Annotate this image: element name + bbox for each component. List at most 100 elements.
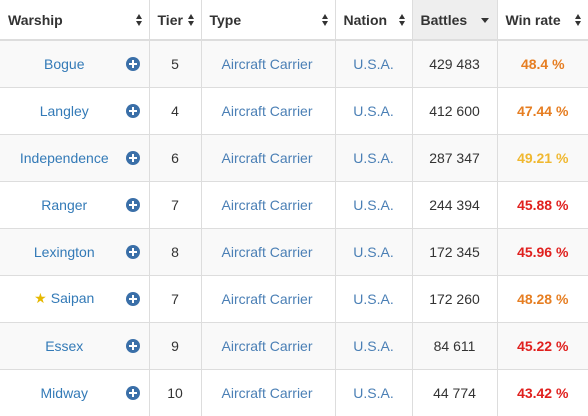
type-cell: Aircraft Carrier — [201, 86, 336, 134]
nation-link[interactable]: U.S.A. — [353, 55, 394, 72]
type-link[interactable]: Aircraft Carrier — [221, 243, 313, 260]
type-cell: Aircraft Carrier — [201, 274, 336, 322]
winrate-cell: 48.4 % — [497, 39, 588, 87]
column-header-winrate[interactable]: Win rate — [497, 0, 588, 41]
nation-cell: U.S.A. — [335, 368, 413, 416]
nation-cell: U.S.A. — [335, 39, 413, 87]
winrate-cell: 45.96 % — [497, 227, 588, 275]
sort-both-icon[interactable] — [135, 14, 143, 26]
tier-cell: 6 — [149, 133, 202, 181]
winrate-cell: 47.44 % — [497, 86, 588, 134]
expand-plus-icon[interactable] — [125, 197, 140, 212]
type-cell: Aircraft Carrier — [201, 133, 336, 181]
column-header-nation[interactable]: Nation — [335, 0, 413, 41]
battles-cell: 429 483 — [412, 39, 498, 87]
tier-cell: 5 — [149, 39, 202, 87]
tier-cell: 7 — [149, 180, 202, 228]
sort-descending-icon[interactable] — [480, 18, 489, 23]
expand-plus-icon[interactable] — [125, 291, 140, 306]
nation-link[interactable]: U.S.A. — [353, 290, 394, 307]
header-label: Battles — [420, 11, 468, 28]
column-header-tier[interactable]: Tier — [149, 0, 202, 41]
warship-cell: Lexington — [0, 227, 150, 275]
column-header-battles[interactable]: Battles — [412, 0, 498, 41]
sort-both-icon[interactable] — [398, 14, 406, 26]
warship-link[interactable]: Midway — [40, 384, 88, 401]
table-row: Essex 9 Aircraft Carrier U.S.A. 84 611 4… — [0, 321, 588, 369]
header-label: Nation — [343, 11, 388, 28]
nation-link[interactable]: U.S.A. — [353, 384, 394, 401]
expand-plus-icon[interactable] — [125, 150, 140, 165]
type-cell: Aircraft Carrier — [201, 39, 336, 87]
sort-both-icon[interactable] — [575, 14, 582, 26]
expand-plus-icon[interactable] — [125, 57, 140, 71]
warship-link[interactable]: Ranger — [41, 196, 88, 213]
expand-plus-icon[interactable] — [125, 338, 140, 353]
warship-cell: Langley — [0, 86, 150, 134]
type-link[interactable]: Aircraft Carrier — [221, 337, 313, 354]
type-cell: Aircraft Carrier — [201, 321, 336, 369]
tier-cell: 4 — [149, 86, 202, 134]
nation-link[interactable]: U.S.A. — [353, 102, 394, 119]
type-link[interactable]: Aircraft Carrier — [221, 102, 313, 119]
column-header-type[interactable]: Type — [201, 0, 336, 41]
table-body: Bogue 5 Aircraft Carrier U.S.A. 429 483 … — [0, 39, 588, 416]
warship-cell: ★ Saipan — [0, 274, 150, 322]
warship-cell: Ranger — [0, 180, 150, 228]
battles-cell: 244 394 — [412, 180, 498, 228]
table-row: Ranger 7 Aircraft Carrier U.S.A. 244 394… — [0, 180, 588, 228]
type-link[interactable]: Aircraft Carrier — [221, 290, 313, 307]
nation-cell: U.S.A. — [335, 180, 413, 228]
type-cell: Aircraft Carrier — [201, 227, 336, 275]
table-row: Independence 6 Aircraft Carrier U.S.A. 2… — [0, 133, 588, 181]
nation-cell: U.S.A. — [335, 321, 413, 369]
header-label: Tier — [157, 11, 183, 28]
tier-cell: 10 — [149, 368, 202, 416]
winrate-cell: 43.42 % — [497, 368, 588, 416]
nation-cell: U.S.A. — [335, 227, 413, 275]
winrate-cell: 45.22 % — [497, 321, 588, 369]
battles-cell: 172 260 — [412, 274, 498, 322]
warship-cell: Independence — [0, 133, 150, 181]
warship-link[interactable]: Lexington — [33, 243, 95, 260]
expand-plus-icon[interactable] — [125, 385, 140, 400]
type-cell: Aircraft Carrier — [201, 368, 336, 416]
sort-both-icon[interactable] — [321, 14, 329, 26]
warship-cell: Bogue — [0, 39, 150, 87]
table-row: Bogue 5 Aircraft Carrier U.S.A. 429 483 … — [0, 39, 588, 87]
header-row: Warship Tier Type Nation Battles Win rat… — [0, 0, 588, 41]
nation-link[interactable]: U.S.A. — [353, 149, 394, 166]
expand-plus-icon[interactable] — [125, 103, 140, 118]
type-link[interactable]: Aircraft Carrier — [221, 149, 313, 166]
battles-cell: 84 611 — [412, 321, 498, 369]
type-link[interactable]: Aircraft Carrier — [221, 384, 313, 401]
nation-cell: U.S.A. — [335, 86, 413, 134]
header-label: Warship — [8, 11, 63, 28]
nation-link[interactable]: U.S.A. — [353, 243, 394, 260]
winrate-cell: 49.21 % — [497, 133, 588, 181]
header-label: Win rate — [505, 11, 561, 28]
nation-cell: U.S.A. — [335, 133, 413, 181]
winrate-cell: 48.28 % — [497, 274, 588, 322]
header-label: Type — [209, 11, 242, 28]
type-link[interactable]: Aircraft Carrier — [221, 55, 313, 72]
battles-cell: 172 345 — [412, 227, 498, 275]
column-header-warship[interactable]: Warship — [0, 0, 150, 41]
sort-both-icon[interactable] — [187, 14, 195, 26]
type-link[interactable]: Aircraft Carrier — [221, 196, 313, 213]
star-icon: ★ — [34, 290, 47, 306]
table-row: Lexington 8 Aircraft Carrier U.S.A. 172 … — [0, 227, 588, 275]
warship-link[interactable]: Independence — [19, 149, 109, 166]
warship-link[interactable]: Langley — [39, 102, 89, 119]
warship-link[interactable]: Bogue — [44, 55, 85, 72]
tier-cell: 7 — [149, 274, 202, 322]
nation-link[interactable]: U.S.A. — [353, 337, 394, 354]
warship-link[interactable]: Essex — [45, 337, 84, 354]
expand-plus-icon[interactable] — [125, 244, 140, 259]
nation-link[interactable]: U.S.A. — [353, 196, 394, 213]
warship-link[interactable]: Saipan — [50, 290, 95, 306]
nation-cell: U.S.A. — [335, 274, 413, 322]
tier-cell: 9 — [149, 321, 202, 369]
warship-cell: Essex — [0, 321, 150, 369]
